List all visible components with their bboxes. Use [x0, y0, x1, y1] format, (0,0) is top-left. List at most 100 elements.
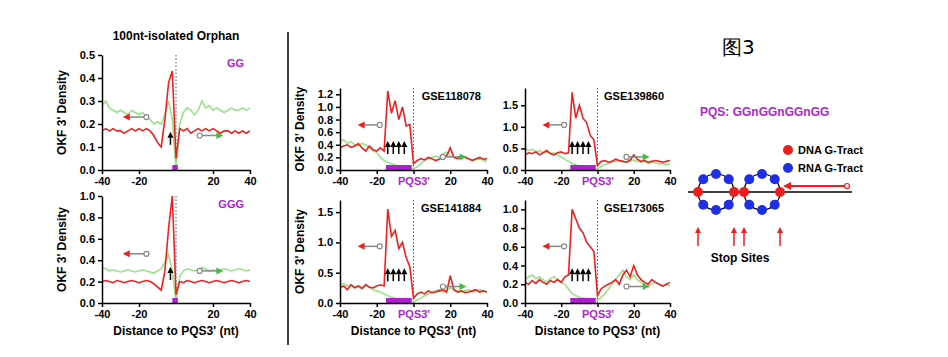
stop-site-stick	[398, 147, 400, 154]
stop-arrow-shaft	[743, 232, 745, 246]
x-tick-label: -20	[554, 175, 570, 187]
x-tick-mark	[561, 303, 563, 307]
x-tick-label: -40	[518, 175, 534, 187]
y-axis-line	[102, 56, 104, 171]
y-axis: 0.00.20.40.60.81.0	[503, 201, 526, 310]
arrow-origin	[377, 122, 382, 127]
y-tick: 0.1	[80, 141, 102, 153]
y-tick: 1.5	[318, 206, 340, 218]
y-tick: 0.5	[318, 267, 340, 279]
x-tick-mark	[670, 303, 672, 307]
direction-arrow	[542, 121, 566, 128]
rna-g-tract	[757, 169, 767, 179]
stop-arrow-head	[695, 227, 701, 233]
x-tick-label: -20	[132, 308, 148, 320]
x-axis-title: Distance to PQS3' (nt)	[351, 324, 477, 338]
y-tick-mark	[98, 260, 102, 262]
data-line	[102, 101, 250, 170]
stop-site-stick	[577, 147, 579, 154]
y-tick-mark	[336, 242, 340, 244]
data-line	[102, 196, 250, 294]
y-tick-mark	[98, 78, 102, 80]
stop-arrow-head	[741, 227, 747, 233]
x-tick: -40	[95, 303, 111, 320]
y-tick: 0.3	[80, 95, 102, 107]
rna-g-tract	[770, 174, 780, 184]
arrow-origin	[562, 244, 567, 249]
pqs-region	[386, 165, 412, 170]
stop-site	[580, 141, 586, 154]
y-tick-label: 0.4	[503, 260, 519, 272]
stop-site-stick	[588, 274, 590, 281]
plot-area	[102, 55, 250, 170]
figure-label: 图3	[722, 35, 755, 59]
panel-title: GSE173065	[604, 202, 664, 214]
x-tick-label: PQS3'	[582, 308, 614, 320]
x-tick-mark	[670, 170, 672, 174]
stop-site	[396, 268, 402, 281]
arrow-origin	[562, 122, 567, 127]
panel: 0.00.20.40.60.81.01.2-40-20PQS3'2040GSE1…	[293, 86, 494, 187]
stop-site-triangle	[575, 141, 581, 147]
y-tick: 1.5	[503, 99, 525, 111]
arrow-origin	[197, 133, 202, 138]
stop-site-stick	[393, 147, 395, 154]
arrow-head	[216, 132, 223, 139]
x-tick-label: 40	[244, 175, 256, 187]
rna-g-tract	[698, 174, 708, 184]
y-tick-label: 0.2	[318, 151, 333, 163]
y-tick-mark	[336, 107, 340, 109]
y-tick-mark	[336, 157, 340, 159]
y-tick-mark	[336, 94, 340, 96]
primer-origin	[845, 184, 850, 189]
x-tick-label: 20	[207, 308, 219, 320]
divider	[287, 32, 289, 345]
stop-site-stick	[588, 147, 590, 154]
y-tick-mark	[521, 148, 525, 150]
x-tick-label: -20	[554, 308, 570, 320]
y-tick-mark	[336, 170, 340, 172]
direction-arrow	[624, 153, 650, 160]
reference-line	[413, 200, 414, 303]
x-tick-label: -20	[132, 175, 148, 187]
stop-site	[390, 141, 396, 154]
arrow-head	[459, 153, 466, 160]
stop-arrow-head	[731, 227, 737, 233]
x-axis: -40-20PQS3'2040	[518, 303, 677, 320]
y-tick-mark	[98, 239, 102, 241]
plot-area	[525, 88, 670, 170]
y-tick: 0.8	[318, 114, 340, 126]
y-tick: 0.2	[503, 278, 525, 290]
x-tick-mark	[413, 303, 415, 307]
y-tick-label: 0.0	[80, 297, 95, 309]
y-axis-title: OKF 3' Density	[55, 207, 69, 292]
x-tick-label: 40	[481, 175, 493, 187]
g4-diagram	[688, 169, 852, 246]
y-tick-label: 0.6	[80, 233, 95, 245]
panel-title: GSE118078	[422, 90, 481, 102]
direction-arrow	[197, 267, 223, 274]
x-tick: -20	[132, 303, 148, 320]
x-tick: PQS3'	[398, 303, 430, 320]
x-tick-mark	[250, 303, 252, 307]
x-tick-mark	[450, 170, 452, 174]
g4-loop	[698, 174, 734, 210]
y-tick: 0.4	[80, 72, 102, 84]
x-tick: 40	[664, 170, 676, 187]
y-tick: 0.2	[318, 151, 340, 163]
x-tick-mark	[597, 303, 599, 307]
stop-site	[401, 268, 407, 281]
direction-arrow	[197, 132, 223, 139]
y-tick: 0.8	[80, 211, 102, 223]
arrow-head	[216, 267, 223, 274]
y-tick-mark	[98, 303, 102, 305]
arrow-head	[542, 243, 549, 250]
x-tick-mark	[634, 170, 636, 174]
y-tick-label: 0.3	[80, 95, 95, 107]
y-tick-label: 0.8	[503, 222, 518, 234]
rna-g-tract	[698, 200, 708, 210]
stop-site-stick	[170, 273, 172, 280]
x-axis-line	[103, 170, 251, 172]
x-tick-label: 40	[664, 175, 676, 187]
pqs-label: PQS: GGnGGnGGnGG	[700, 105, 829, 119]
